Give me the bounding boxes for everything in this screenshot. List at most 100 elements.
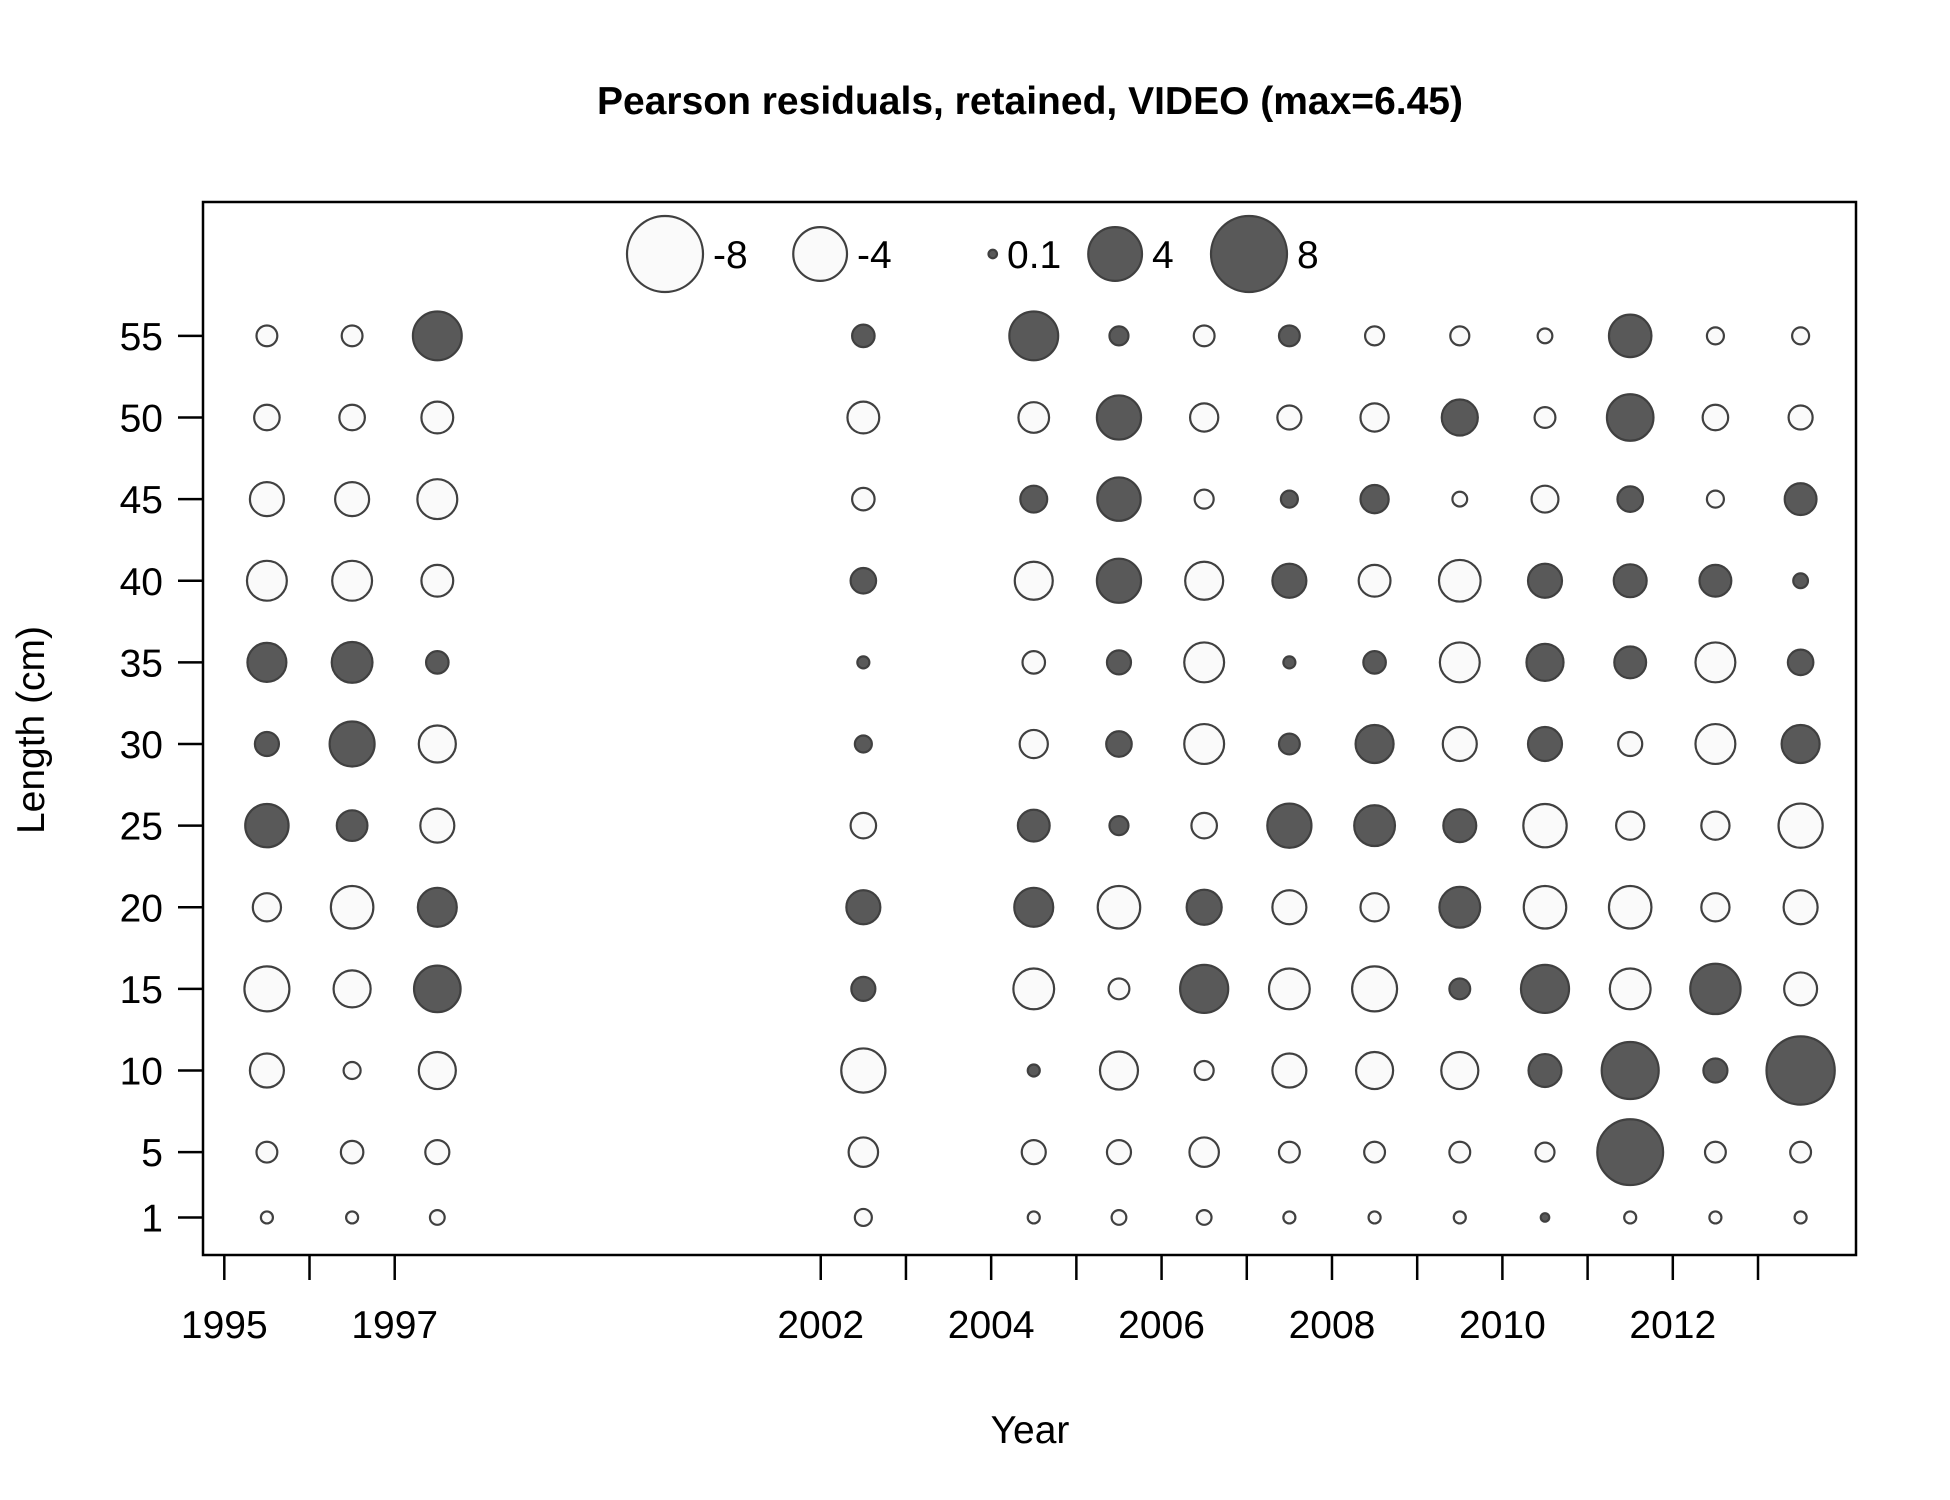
y-tick-label: 40 bbox=[120, 561, 163, 604]
bubble bbox=[1179, 963, 1230, 1015]
bubble bbox=[1183, 722, 1226, 766]
legend-label: 4 bbox=[1152, 234, 1174, 277]
x-tick-label: 1995 bbox=[181, 1304, 268, 1347]
bubble bbox=[851, 323, 876, 349]
bubble bbox=[1441, 725, 1478, 763]
bubble bbox=[1438, 885, 1482, 929]
bubbles bbox=[243, 310, 1836, 1228]
bubble bbox=[1792, 572, 1810, 590]
bubble bbox=[1765, 1035, 1836, 1106]
bubble bbox=[1705, 489, 1726, 509]
bubble bbox=[1442, 808, 1478, 844]
bubble bbox=[1271, 889, 1308, 926]
bubble bbox=[1616, 485, 1645, 513]
bubble bbox=[1271, 562, 1308, 599]
bubble bbox=[417, 1050, 457, 1091]
bubble bbox=[1791, 326, 1811, 346]
bubble bbox=[420, 400, 455, 435]
bubble bbox=[1607, 884, 1653, 930]
bubble bbox=[1363, 1140, 1387, 1164]
bubble bbox=[332, 969, 372, 1009]
bubble bbox=[424, 650, 450, 675]
bubble bbox=[340, 324, 364, 348]
bubble bbox=[1519, 963, 1571, 1015]
bubble bbox=[1282, 1210, 1297, 1225]
bubble bbox=[1012, 967, 1056, 1011]
bubble bbox=[1793, 1210, 1808, 1225]
legend-label: 8 bbox=[1297, 234, 1319, 277]
bubble bbox=[416, 478, 459, 521]
y-tick-label: 55 bbox=[120, 316, 163, 359]
bubble bbox=[1448, 1140, 1472, 1164]
bubble bbox=[1612, 563, 1648, 599]
chart-title: Pearson residuals, retained, VIDEO (max=… bbox=[597, 80, 1463, 123]
bubble bbox=[419, 807, 456, 844]
bubble bbox=[1694, 722, 1737, 766]
bubble bbox=[1098, 1050, 1140, 1091]
bubble bbox=[850, 975, 877, 1003]
legend-bubble bbox=[625, 214, 705, 294]
bubble bbox=[1271, 1052, 1308, 1089]
bubble bbox=[1105, 1139, 1133, 1166]
bubble bbox=[329, 884, 375, 930]
bubble bbox=[1596, 1118, 1665, 1187]
bubble bbox=[1359, 483, 1390, 515]
bubble bbox=[1700, 892, 1731, 923]
bubble bbox=[1522, 884, 1568, 930]
bubble bbox=[1277, 1140, 1301, 1164]
bubble bbox=[253, 730, 281, 758]
bubble bbox=[1617, 730, 1644, 758]
bubble bbox=[1525, 642, 1565, 683]
legend-label: -8 bbox=[713, 234, 748, 277]
bubble bbox=[1623, 1210, 1638, 1225]
bubble bbox=[1783, 482, 1818, 517]
bubble bbox=[1020, 1139, 1047, 1166]
bubble bbox=[1190, 811, 1219, 840]
x-axis-label: Year bbox=[991, 1409, 1070, 1452]
bubble bbox=[420, 563, 455, 598]
bubble bbox=[412, 964, 462, 1014]
bubble bbox=[255, 324, 279, 348]
bubble bbox=[1357, 563, 1392, 598]
bubble bbox=[1608, 967, 1652, 1011]
bubble bbox=[1277, 324, 1301, 348]
bubble bbox=[1789, 1140, 1813, 1164]
bubble bbox=[1266, 802, 1313, 849]
bubble bbox=[1530, 484, 1560, 514]
plot-frame bbox=[201, 200, 1858, 1257]
bubble bbox=[853, 1207, 873, 1228]
bubble bbox=[1351, 965, 1399, 1013]
legend: -8 -4 0.1 4 8 bbox=[625, 214, 1319, 294]
bubble bbox=[328, 720, 376, 768]
bubble bbox=[1184, 560, 1225, 601]
bubble bbox=[1193, 1059, 1215, 1082]
y-tick-label: 20 bbox=[120, 887, 163, 930]
bubble bbox=[1353, 804, 1397, 848]
bubble bbox=[846, 400, 881, 435]
legend-bubble bbox=[1209, 214, 1289, 294]
bubble bbox=[1095, 557, 1143, 604]
bubble bbox=[1016, 808, 1051, 843]
bubble bbox=[1013, 560, 1054, 601]
bubble bbox=[1026, 1210, 1041, 1225]
bubble bbox=[1096, 476, 1142, 522]
bubble bbox=[1539, 1212, 1551, 1223]
bubble bbox=[1021, 650, 1047, 675]
y-tick-label: 30 bbox=[120, 724, 163, 767]
bubble bbox=[1689, 962, 1742, 1016]
bubble bbox=[1107, 977, 1131, 1001]
bubble bbox=[334, 481, 371, 518]
bubble bbox=[1095, 394, 1143, 441]
bubble bbox=[1698, 563, 1733, 598]
bubble bbox=[1359, 402, 1390, 433]
bubble bbox=[243, 965, 291, 1013]
bubble bbox=[1607, 313, 1653, 359]
bubble bbox=[851, 486, 876, 512]
legend-bubble bbox=[792, 226, 849, 282]
bubble bbox=[253, 403, 281, 432]
bubble bbox=[1701, 403, 1730, 432]
bubble bbox=[1017, 401, 1051, 434]
bubble bbox=[853, 734, 873, 754]
bubble bbox=[1605, 393, 1655, 442]
bubble bbox=[1277, 732, 1301, 756]
